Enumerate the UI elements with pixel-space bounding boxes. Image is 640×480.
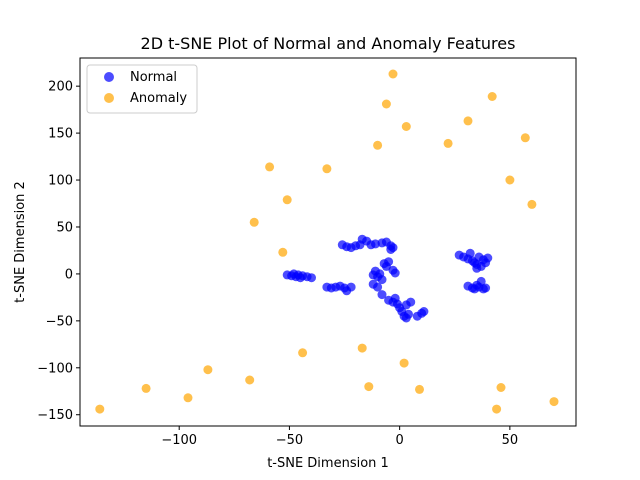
points-layer: [95, 69, 559, 414]
normal-point: [388, 243, 398, 253]
anomaly-point: [249, 217, 259, 227]
y-tick-label: 50: [56, 220, 73, 235]
anomaly-point: [415, 384, 424, 394]
anomaly-point: [496, 383, 506, 392]
normal-point: [472, 263, 482, 273]
legend-label-normal: Normal: [130, 70, 177, 85]
anomaly-point: [401, 122, 411, 131]
anomaly-point: [203, 365, 213, 375]
x-tick-label: 50: [502, 433, 519, 448]
anomaly-point: [373, 140, 383, 150]
x-tick-label: 0: [396, 433, 404, 448]
normal-point: [483, 253, 493, 263]
x-axis-label: t-SNE Dimension 1: [267, 456, 389, 471]
legend-marker-normal: [104, 72, 114, 82]
normal-point: [481, 283, 491, 293]
y-tick-label: 0: [65, 267, 73, 282]
anomaly-point: [282, 195, 292, 205]
anomaly-point: [549, 397, 559, 407]
normal-point: [465, 248, 475, 258]
anomaly-point: [322, 164, 332, 174]
anomaly-point: [388, 69, 398, 79]
anomaly-point: [278, 247, 288, 257]
legend-marker-anomaly: [104, 93, 114, 103]
anomaly-point: [298, 348, 308, 358]
normal-point: [381, 261, 391, 271]
legend-label-anomaly: Anomaly: [130, 91, 187, 106]
legend: Normal Anomaly: [86, 64, 198, 114]
anomaly-point: [492, 404, 502, 414]
anomaly-point: [265, 162, 275, 172]
y-tick-label: −50: [46, 314, 73, 329]
anomaly-point: [520, 133, 530, 143]
anomaly-point: [357, 343, 367, 353]
y-tick-label: −100: [37, 361, 73, 376]
legend-box: [86, 64, 198, 114]
anomaly-point: [487, 92, 497, 101]
anomaly-point: [443, 138, 453, 148]
anomaly-point: [245, 375, 255, 385]
normal-point: [406, 297, 416, 307]
anomaly-point: [183, 393, 193, 403]
x-tick-label: −100: [161, 433, 197, 448]
normal-point: [404, 309, 413, 319]
y-axis-label: t-SNE Dimension 2: [13, 181, 28, 303]
normal-point: [377, 290, 387, 300]
x-tick-label: −50: [276, 433, 303, 448]
normal-point: [373, 282, 383, 292]
normal-point: [346, 282, 356, 292]
y-tick-label: 200: [48, 80, 73, 95]
anomaly-point: [141, 383, 151, 393]
y-tick-label: 150: [48, 127, 73, 142]
anomaly-point: [381, 99, 391, 109]
x-axis-ticks: −100 −50 0 50: [161, 426, 518, 448]
normal-point: [370, 239, 380, 249]
y-tick-label: 100: [48, 174, 73, 189]
normal-point: [307, 273, 316, 283]
anomaly-point: [505, 175, 515, 185]
normal-point: [470, 284, 480, 294]
anomaly-point: [463, 116, 473, 126]
chart-title: 2D t-SNE Plot of Normal and Anomaly Feat…: [141, 34, 516, 53]
y-tick-label: −150: [37, 408, 73, 423]
anomaly-point: [527, 199, 537, 209]
anomaly-point: [399, 358, 409, 368]
plot-frame: [79, 57, 577, 427]
anomaly-point: [364, 382, 374, 392]
normal-point: [377, 275, 387, 285]
normal-point: [419, 307, 429, 316]
anomaly-point: [95, 404, 105, 414]
normal-point: [390, 268, 400, 278]
y-axis-ticks: −150 −100 −50 0 50 100 150 200: [37, 80, 80, 423]
